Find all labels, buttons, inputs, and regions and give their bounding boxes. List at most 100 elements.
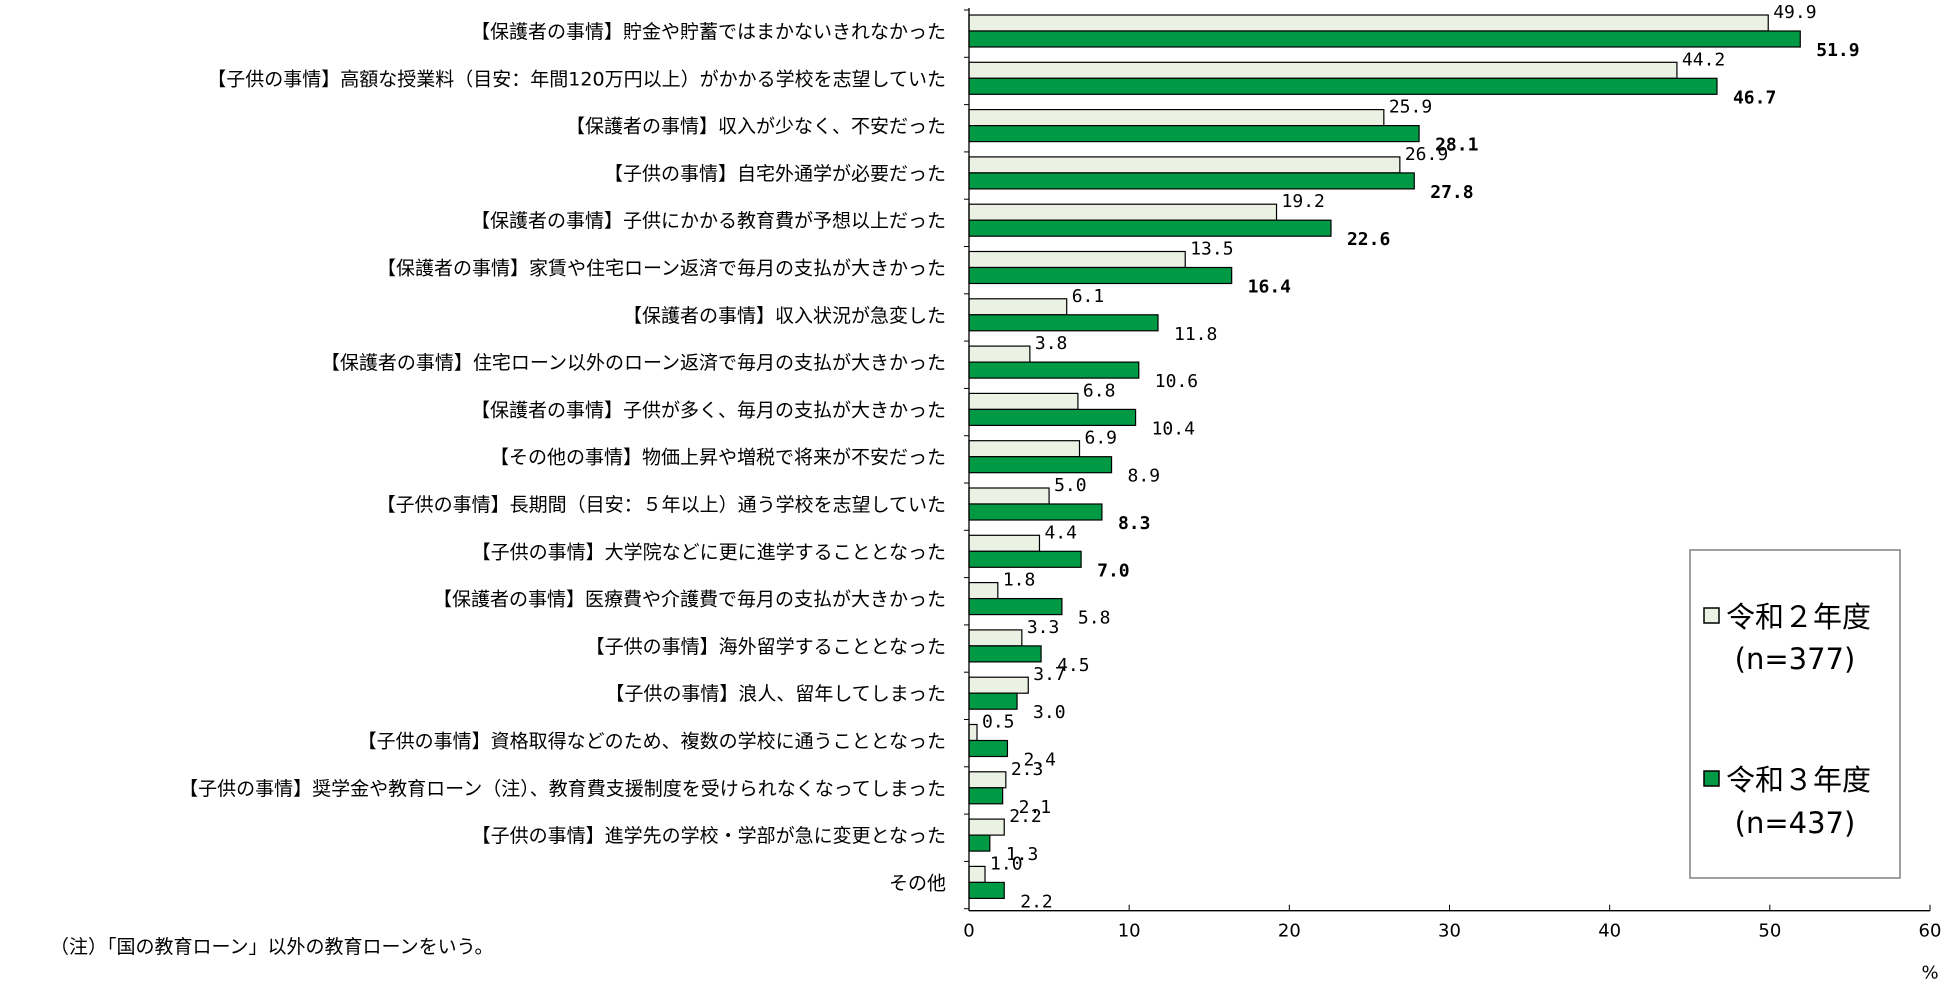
bar-reiwa3 bbox=[968, 456, 1113, 474]
value-label-reiwa3: 46.7 bbox=[1733, 87, 1776, 108]
bar-reiwa3 bbox=[968, 30, 1801, 48]
category-label: その他 bbox=[889, 872, 946, 894]
value-label-reiwa2: 1.8 bbox=[1003, 570, 1036, 591]
value-label-reiwa3: 2.2 bbox=[1020, 891, 1053, 912]
bar-reiwa2 bbox=[968, 14, 1769, 32]
x-tick-label: 60 bbox=[1919, 921, 1942, 942]
bar-reiwa2 bbox=[968, 298, 1068, 316]
value-label-reiwa3: 1.3 bbox=[1006, 844, 1039, 865]
bar-reiwa3 bbox=[968, 645, 1042, 663]
bar-reiwa3 bbox=[968, 124, 1420, 143]
x-axis-unit: % bbox=[1921, 963, 1938, 984]
category-label: 【子供の事情】奨学金や教育ローン（注）、教育費支援制度を受けられなくなってしまっ… bbox=[179, 778, 946, 800]
value-label-reiwa3: 11.8 bbox=[1174, 324, 1217, 345]
value-label-reiwa2: 1.0 bbox=[990, 853, 1023, 874]
bar-reiwa2 bbox=[968, 865, 986, 884]
bars bbox=[968, 14, 1801, 900]
category-label: 【保護者の事情】収入状況が急変した bbox=[623, 305, 946, 327]
value-label-reiwa2: 25.9 bbox=[1389, 97, 1432, 118]
footnote: （注）「国の教育ローン」以外の教育ローンをいう。 bbox=[50, 936, 493, 958]
value-label-reiwa2: 6.9 bbox=[1085, 428, 1118, 449]
value-label-reiwa2: 44.2 bbox=[1682, 49, 1725, 70]
bar-reiwa3 bbox=[968, 597, 1063, 616]
category-label: 【子供の事情】自宅外通学が必要だった bbox=[604, 163, 946, 185]
value-label-reiwa2: 19.2 bbox=[1282, 191, 1325, 212]
bar-reiwa2 bbox=[968, 250, 1186, 269]
x-tick-label: 20 bbox=[1278, 921, 1301, 942]
bar-reiwa2 bbox=[968, 61, 1678, 79]
value-label-reiwa3: 16.4 bbox=[1248, 277, 1292, 298]
bar-reiwa2 bbox=[968, 156, 1401, 174]
value-label-reiwa3: 22.6 bbox=[1347, 229, 1390, 250]
value-label-reiwa3: 27.8 bbox=[1430, 182, 1473, 203]
value-label-reiwa2: 4.4 bbox=[1044, 522, 1077, 543]
bar-reiwa3 bbox=[968, 550, 1082, 568]
value-label-reiwa3: 51.9 bbox=[1816, 40, 1859, 61]
category-label: 【その他の事情】物価上昇や増税で将来が不安だった bbox=[490, 447, 946, 469]
value-label-reiwa3: 8.9 bbox=[1128, 466, 1161, 487]
category-label: 【保護者の事情】家賃や住宅ローン返済で毎月の支払が大きかった bbox=[377, 258, 946, 280]
legend-n-reiwa2: (n=377) bbox=[1735, 642, 1856, 676]
bar-reiwa3 bbox=[968, 219, 1332, 237]
bar-reiwa3 bbox=[968, 739, 1009, 758]
value-label-reiwa3: 2.1 bbox=[1019, 797, 1052, 818]
x-tick-label: 10 bbox=[1118, 921, 1141, 942]
value-label-reiwa2: 13.5 bbox=[1190, 239, 1233, 260]
value-label-reiwa2: 0.5 bbox=[982, 712, 1015, 733]
category-label: 【保護者の事情】住宅ローン以外のローン返済で毎月の支払が大きかった bbox=[321, 352, 946, 374]
bar-reiwa2 bbox=[968, 108, 1385, 127]
value-label-reiwa2: 3.3 bbox=[1027, 617, 1060, 638]
bar-reiwa3 bbox=[968, 77, 1718, 95]
bar-reiwa3 bbox=[968, 692, 1018, 710]
category-labels: 【保護者の事情】貯金や貯蓄ではまかないきれなかった【子供の事情】高額な授業料（目… bbox=[179, 21, 946, 894]
bar-reiwa3 bbox=[968, 834, 991, 852]
x-tick-label: 0 bbox=[963, 921, 974, 942]
category-label: 【子供の事情】大学院などに更に進学することとなった bbox=[472, 541, 946, 563]
category-label: 【保護者の事情】子供にかかる教育費が予想以上だった bbox=[471, 210, 946, 232]
value-label-reiwa2: 26.9 bbox=[1405, 144, 1448, 165]
value-label-reiwa3: 7.0 bbox=[1097, 560, 1130, 581]
bar-reiwa2 bbox=[968, 723, 978, 742]
bar-reiwa2 bbox=[968, 629, 1023, 647]
bar-reiwa2 bbox=[968, 534, 1041, 552]
bar-reiwa3 bbox=[968, 503, 1103, 521]
value-label-reiwa3: 8.3 bbox=[1118, 513, 1151, 534]
value-label-reiwa2: 5.0 bbox=[1054, 475, 1087, 496]
bar-reiwa2 bbox=[968, 771, 1007, 789]
value-label-reiwa3: 10.6 bbox=[1155, 371, 1198, 392]
category-label: 【子供の事情】高額な授業料（目安：年間120万円以上）がかかる学校を志望していた bbox=[207, 68, 946, 90]
bar-reiwa2 bbox=[968, 487, 1050, 505]
category-label: 【子供の事情】進学先の学校・学部が急に変更となった bbox=[472, 825, 946, 847]
bar-reiwa3 bbox=[968, 787, 1004, 805]
bar-reiwa3 bbox=[968, 314, 1159, 332]
category-label: 【保護者の事情】貯金や貯蓄ではまかないきれなかった bbox=[471, 21, 946, 43]
x-axis: 0 10 20 30 40 50 60% bbox=[963, 8, 1941, 984]
bar-reiwa3 bbox=[968, 408, 1137, 426]
value-label-reiwa2: 49.9 bbox=[1773, 2, 1816, 23]
value-label-reiwa2: 3.7 bbox=[1033, 664, 1066, 685]
category-label: 【保護者の事情】子供が多く、毎月の支払が大きかった bbox=[471, 399, 946, 421]
legend-swatch-reiwa2 bbox=[1703, 607, 1720, 624]
bar-reiwa3 bbox=[968, 172, 1415, 190]
bar-reiwa3 bbox=[968, 881, 1005, 900]
value-label-reiwa2: 6.1 bbox=[1072, 286, 1105, 307]
category-label: 【子供の事情】資格取得などのため、複数の学校に通うこととなった bbox=[358, 731, 946, 753]
value-label-reiwa2: 2.2 bbox=[1009, 806, 1042, 827]
bar-reiwa2 bbox=[968, 440, 1081, 458]
bar-reiwa3 bbox=[968, 266, 1233, 285]
x-tick-label: 30 bbox=[1438, 921, 1461, 942]
legend: 令和２年度 (n=377) 令和３年度 (n=437) bbox=[1689, 549, 1901, 879]
value-label-reiwa3: 2.4 bbox=[1023, 750, 1056, 771]
legend-label-reiwa2: 令和２年度 bbox=[1726, 600, 1871, 634]
value-label-reiwa3: 4.5 bbox=[1057, 655, 1090, 676]
bar-reiwa2 bbox=[968, 581, 999, 600]
x-tick-label: 50 bbox=[1758, 921, 1781, 942]
bar-reiwa2 bbox=[968, 345, 1031, 363]
category-label: 【保護者の事情】収入が少なく、不安だった bbox=[566, 116, 946, 138]
value-labels: 49.951.9 44.2 46.7 25.928.126.9 27.8 19.2 22.6… bbox=[982, 2, 1860, 912]
category-label: 【子供の事情】長期間（目安：５年以上）通う学校を志望していた bbox=[377, 494, 946, 516]
category-label: 【子供の事情】浪人、留年してしまった bbox=[605, 683, 946, 705]
bar-reiwa2 bbox=[968, 392, 1079, 410]
legend-label-reiwa3: 令和３年度 bbox=[1726, 763, 1871, 797]
